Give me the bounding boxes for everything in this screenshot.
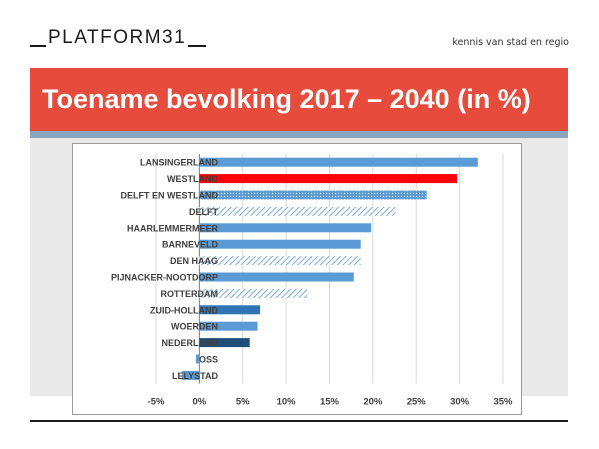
logo-text: PLATFORM31 [48, 27, 187, 48]
slide-title: Toename bevolking 2017 – 2040 (in %) [42, 84, 531, 114]
x-tick-label: -5% [148, 397, 165, 408]
tagline: kennis van stad en regio [452, 37, 569, 48]
bar [195, 354, 200, 364]
bar [199, 288, 307, 298]
logo-underline-left [30, 45, 46, 47]
title-banner: Toename bevolking 2017 – 2040 (in %) [30, 68, 568, 131]
x-tick-label: 30% [450, 397, 470, 408]
category-label: LELYSTAD [172, 371, 219, 381]
accent-band [30, 131, 568, 138]
bar [199, 239, 361, 249]
bar [199, 338, 250, 348]
bar [199, 174, 458, 184]
x-tick-label: 15% [320, 397, 340, 408]
category-label: DELFT [189, 207, 218, 217]
category-label: WESTLAND [167, 174, 218, 184]
x-tick-label: 5% [236, 397, 250, 408]
bars [182, 157, 478, 380]
x-tick-labels: -5% 0% 5% 10% 15% 20% 25% 30% 35% [148, 397, 514, 408]
category-label: NEDERLAND [161, 338, 218, 348]
footer-rule [30, 420, 568, 422]
category-label: DEN HAAG [170, 256, 218, 266]
x-tick-label: 35% [493, 397, 513, 408]
bar-chart: LANSINGERLAND WESTLAND DELFT EN WESTLAND DE… [111, 154, 514, 408]
x-tick-label: 10% [277, 397, 297, 408]
x-tick-label: 25% [407, 397, 427, 408]
category-label: BARNEVELD [162, 240, 219, 250]
bar [199, 256, 361, 266]
x-tick-label: 20% [363, 397, 383, 408]
bar [199, 272, 354, 282]
bar [199, 223, 372, 233]
logo: PLATFORM31 [30, 27, 207, 48]
category-label: OSS [199, 355, 218, 365]
category-label: LANSINGERLAND [140, 158, 218, 168]
bar [199, 157, 478, 167]
x-tick-label: 0% [193, 397, 207, 408]
category-label: DELFT EN WESTLAND [121, 191, 219, 201]
category-label: ROTTERDAM [161, 289, 219, 299]
bar [199, 190, 427, 200]
bar [199, 305, 261, 315]
chart-frame: LANSINGERLAND WESTLAND DELFT EN WESTLAND DE… [72, 143, 522, 415]
logo-underline-right [188, 45, 207, 47]
gridlines [155, 154, 504, 384]
bar [199, 206, 396, 216]
bar [199, 321, 258, 331]
category-label: PIJNACKER-NOOTDORP [111, 273, 218, 283]
category-label: WOERDEN [171, 322, 218, 332]
category-labels: LANSINGERLAND WESTLAND DELFT EN WESTLAND DE… [111, 158, 219, 381]
category-label: ZUID-HOLLAND [150, 305, 218, 315]
category-label: HAARLEMMERMEER [127, 223, 218, 233]
bar [182, 370, 200, 380]
